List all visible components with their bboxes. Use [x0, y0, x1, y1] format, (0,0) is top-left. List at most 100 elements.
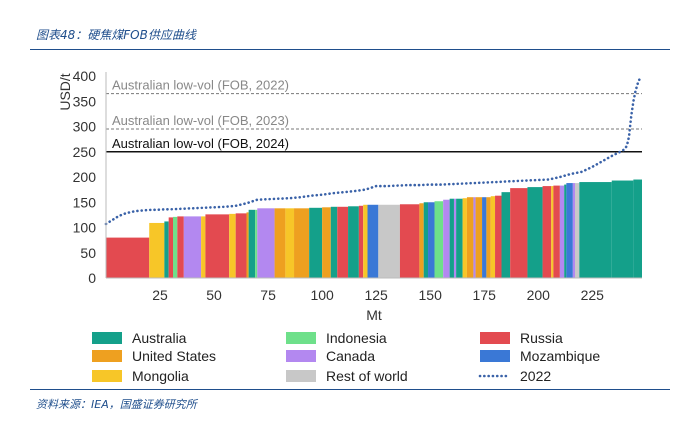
bar-australia-56 — [611, 180, 634, 278]
bar-russia-23 — [358, 205, 364, 278]
x-tick-label-150: 150 — [419, 287, 443, 303]
bar-united-states-37 — [466, 197, 474, 278]
bar-mozambique-25 — [367, 204, 379, 278]
bar-canada-32 — [443, 199, 450, 278]
bar-united-states-17 — [294, 208, 310, 278]
y-tick-label-150: 150 — [73, 194, 97, 210]
bar-mongolia-16 — [285, 208, 295, 278]
bar-russia-5 — [177, 216, 184, 278]
bar-australia-2 — [164, 221, 169, 278]
legend-swatch-rest-of-world — [286, 370, 316, 382]
legend-swatch-canada — [286, 350, 316, 362]
legend-label-2022: 2022 — [520, 368, 551, 384]
bar-australia-35 — [456, 198, 463, 278]
bar-australia-46 — [527, 187, 543, 278]
bar-russia-27 — [399, 204, 420, 278]
x-tick-label-75: 75 — [260, 287, 276, 303]
bar-mongolia-42 — [490, 196, 496, 278]
y-tick-label-300: 300 — [73, 119, 97, 135]
bar-canada-14 — [257, 208, 275, 278]
bar-canada-38 — [473, 197, 476, 278]
reference-lines-layer: Australian low-vol (FOB, 2022) Australian… — [106, 78, 642, 153]
line-2022-layer — [104, 77, 642, 226]
bar-australia-44 — [501, 192, 511, 278]
bar-united-states-39 — [475, 197, 483, 278]
bar-indonesia-4 — [173, 216, 178, 278]
bar-australia-29 — [423, 202, 429, 278]
legend-swatch-indonesia — [286, 332, 316, 344]
y-tick-label-250: 250 — [73, 144, 97, 160]
bar-united-states-28 — [419, 203, 424, 278]
bar-mozambique-52 — [566, 183, 573, 278]
bar-mozambique-30 — [428, 202, 435, 278]
bar-australia-51 — [564, 184, 567, 278]
legend-label-australia: Australia — [132, 330, 187, 346]
bar-canada-50 — [559, 185, 565, 278]
x-tick-label-125: 125 — [364, 287, 388, 303]
bar-united-states-11 — [246, 212, 249, 278]
x-tick-label-100: 100 — [310, 287, 334, 303]
source-rule — [30, 389, 670, 390]
bar-mongolia-48 — [551, 186, 554, 278]
bar-australia-33 — [449, 198, 454, 278]
bar-indonesia-31 — [434, 201, 444, 278]
x-tick-label-175: 175 — [473, 287, 497, 303]
axes-layer: 0 50 100 150 200 250 300 350 400 25 50 75 100 125 150 1… — [73, 68, 642, 303]
bar-russia-10 — [235, 213, 247, 278]
legend-swatch-australia — [92, 332, 122, 344]
bar-russia-21 — [337, 206, 349, 278]
legend-label-mongolia: Mongolia — [132, 368, 189, 384]
y-tick-label-350: 350 — [73, 93, 97, 109]
x-tick-label-225: 225 — [581, 287, 605, 303]
legend-swatch-russia — [480, 332, 510, 344]
legend-swatch-mozambique — [480, 350, 510, 362]
bar-russia-45 — [510, 188, 528, 278]
y-axis-label: USD/t — [57, 73, 73, 110]
bar-canada-34 — [453, 198, 457, 278]
bar-russia-8 — [205, 214, 230, 278]
reference-line-label-0: Australian low-vol (FOB, 2022) — [112, 78, 289, 93]
x-tick-label-25: 25 — [152, 287, 168, 303]
bar-canada-6 — [183, 216, 202, 278]
bar-australia-12 — [248, 209, 256, 278]
bar-russia-47 — [542, 186, 552, 278]
bar-mongolia-7 — [201, 216, 206, 278]
legend-label-indonesia: Indonesia — [326, 330, 387, 346]
reference-line-label-1: Australian low-vol (FOB, 2023) — [112, 113, 289, 128]
figure-source: 资料来源：IEA，国盛证券研究所 — [36, 398, 197, 411]
bars-layer — [106, 179, 642, 278]
bar-australia-22 — [348, 206, 359, 278]
y-tick-label-400: 400 — [73, 68, 97, 84]
bar-australia-57 — [633, 179, 642, 278]
legend-label-canada: Canada — [326, 348, 375, 364]
bar-australia-18 — [309, 207, 323, 278]
y-tick-label-50: 50 — [80, 245, 96, 261]
reference-line-label-2: Australian low-vol (FOB, 2024) — [112, 136, 289, 151]
bar-canada-53 — [572, 183, 575, 278]
legend-label-mozambique: Mozambique — [520, 348, 600, 364]
legend: Australia Indonesia Russia United States Can… — [92, 330, 600, 384]
bar-united-states-19 — [322, 207, 331, 278]
legend-swatch-mongolia — [92, 370, 122, 382]
bar-mozambique-40 — [482, 197, 487, 278]
x-tick-label-50: 50 — [206, 287, 222, 303]
bar-united-states-41 — [486, 197, 491, 278]
bar-mongolia-24 — [363, 204, 368, 278]
bar-australia-55 — [579, 182, 612, 278]
x-tick-label-200: 200 — [527, 287, 551, 303]
bar-australia-20 — [330, 206, 338, 278]
x-axis-label: Mt — [366, 307, 382, 323]
bar-mongolia-36 — [462, 198, 467, 278]
line-2022 — [104, 77, 642, 226]
caption-rule — [30, 49, 670, 50]
bar-indonesia-13 — [255, 209, 258, 278]
bar-russia-3 — [168, 217, 173, 278]
bar-united-states-15 — [274, 208, 286, 278]
bar-rest-of-world-54 — [575, 183, 580, 278]
legend-label-rest-of-world: Rest of world — [326, 368, 408, 384]
y-tick-label-200: 200 — [73, 169, 97, 185]
figure-caption: 图表48：硬焦煤FOB供应曲线 — [36, 28, 196, 42]
y-tick-label-0: 0 — [88, 270, 96, 286]
bar-russia-43 — [495, 195, 502, 278]
